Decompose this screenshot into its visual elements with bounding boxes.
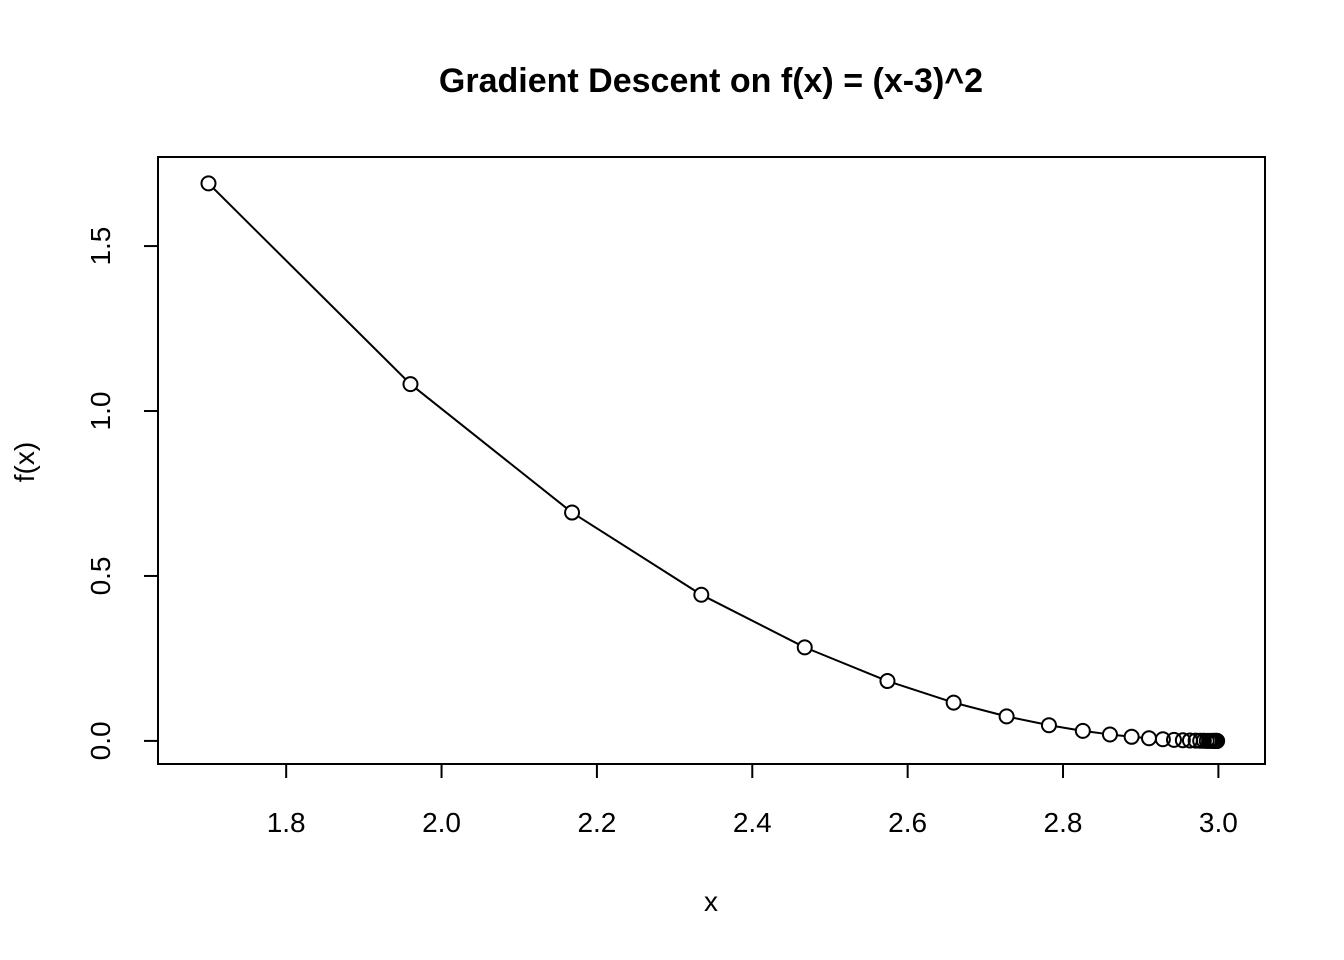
chart-title: Gradient Descent on f(x) = (x-3)^2 <box>439 62 983 100</box>
data-point <box>998 708 1015 725</box>
data-point <box>693 586 710 603</box>
series-line-segment <box>415 387 568 509</box>
x-axis-label: x <box>704 886 718 917</box>
data-point <box>1209 732 1226 749</box>
y-axis: 0.0 0.5 1.0 1.5 <box>85 227 159 760</box>
x-tick-label: 2.2 <box>577 807 616 838</box>
data-point <box>796 639 813 656</box>
series-line-segment <box>1013 716 1043 725</box>
data-point <box>200 175 217 192</box>
x-axis: 1.8 2.0 2.2 2.4 2.6 2.8 3.0 <box>267 763 1238 838</box>
series-line-segment <box>1116 734 1125 738</box>
y-tick-label: 1.5 <box>85 227 116 266</box>
series-line-segment <box>1055 725 1077 731</box>
series-line-segment <box>1089 730 1104 735</box>
y-tick-label: 1.0 <box>85 392 116 431</box>
data-series <box>200 175 1226 749</box>
series-line-segment <box>577 515 696 592</box>
data-point <box>1101 726 1118 743</box>
data-point <box>1174 732 1191 749</box>
x-tick-label: 2.4 <box>733 807 772 838</box>
data-point <box>1074 722 1091 739</box>
x-tick-label: 2.0 <box>422 807 461 838</box>
x-tick-label: 2.6 <box>888 807 927 838</box>
series-line-segment <box>212 187 407 380</box>
data-point <box>402 376 419 393</box>
y-tick-label: 0.5 <box>85 556 116 595</box>
data-point <box>1154 731 1171 748</box>
series-line-segment <box>960 703 1001 716</box>
data-point <box>564 504 581 521</box>
x-tick-label: 2.8 <box>1044 807 1083 838</box>
data-point <box>1040 717 1057 734</box>
x-tick-label: 1.8 <box>267 807 306 838</box>
x-tick-label: 3.0 <box>1199 807 1238 838</box>
data-point <box>1165 731 1182 748</box>
series-line-segment <box>707 597 799 646</box>
y-axis-label: f(x) <box>9 442 40 482</box>
data-point <box>879 673 896 690</box>
data-point <box>1123 728 1140 745</box>
series-line-segment <box>893 682 948 702</box>
y-tick-label: 0.0 <box>85 721 116 760</box>
data-point <box>945 694 962 711</box>
series-line-segment <box>810 649 882 680</box>
